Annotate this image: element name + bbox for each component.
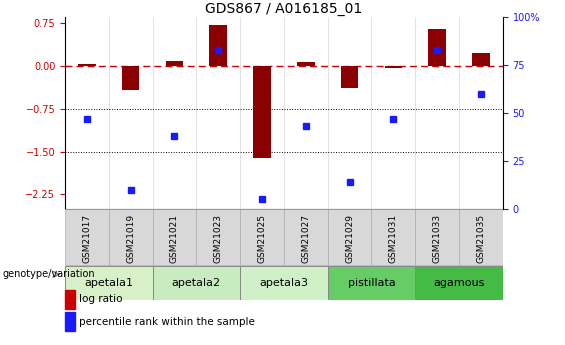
Text: log ratio: log ratio xyxy=(79,295,123,304)
Bar xyxy=(459,209,503,265)
Bar xyxy=(253,66,271,158)
Bar xyxy=(385,66,402,68)
Bar xyxy=(153,266,240,300)
Text: percentile rank within the sample: percentile rank within the sample xyxy=(79,317,255,327)
Text: GSM21017: GSM21017 xyxy=(82,214,92,263)
Bar xyxy=(415,209,459,265)
Bar xyxy=(297,62,315,66)
Text: GSM21023: GSM21023 xyxy=(214,214,223,263)
Bar xyxy=(122,66,140,90)
Bar xyxy=(284,209,328,265)
Text: GSM21025: GSM21025 xyxy=(258,214,267,263)
Text: GSM21021: GSM21021 xyxy=(170,214,179,263)
Text: apetala2: apetala2 xyxy=(172,278,221,288)
Bar xyxy=(328,266,415,300)
Bar xyxy=(328,209,372,265)
Bar xyxy=(372,209,415,265)
Bar xyxy=(65,312,75,331)
Bar xyxy=(108,209,153,265)
Bar xyxy=(78,63,95,66)
Bar xyxy=(341,66,358,88)
Text: GSM21029: GSM21029 xyxy=(345,214,354,263)
Bar xyxy=(415,266,503,300)
Bar xyxy=(65,290,75,309)
Text: pistillata: pistillata xyxy=(347,278,396,288)
Text: GSM21019: GSM21019 xyxy=(126,214,135,263)
Bar xyxy=(166,61,183,66)
Bar xyxy=(472,53,490,66)
Text: apetala3: apetala3 xyxy=(259,278,308,288)
Text: GSM21031: GSM21031 xyxy=(389,214,398,263)
Bar xyxy=(428,29,446,66)
Text: GSM21027: GSM21027 xyxy=(301,214,310,263)
Bar xyxy=(153,209,197,265)
Text: genotype/variation: genotype/variation xyxy=(3,269,95,279)
Text: agamous: agamous xyxy=(433,278,485,288)
Bar xyxy=(240,209,284,265)
Bar xyxy=(240,266,328,300)
Bar xyxy=(210,25,227,66)
Text: GSM21033: GSM21033 xyxy=(433,214,442,263)
Bar xyxy=(65,209,109,265)
Bar xyxy=(197,209,240,265)
Text: GSM21035: GSM21035 xyxy=(476,214,485,263)
Text: apetala1: apetala1 xyxy=(84,278,133,288)
Bar xyxy=(65,266,153,300)
Title: GDS867 / A016185_01: GDS867 / A016185_01 xyxy=(205,2,363,16)
